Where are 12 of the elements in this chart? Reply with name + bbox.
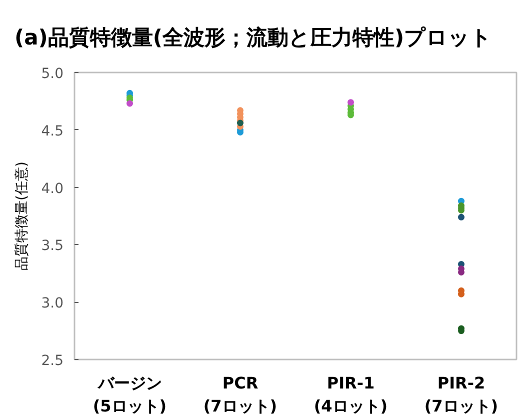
y-tick-label: 3.0 — [41, 296, 64, 312]
x-tick-label: PIR-2 (7ロット) — [424, 374, 498, 416]
y-tick-label: 4.5 — [41, 123, 64, 140]
y-axis-title: 品質特徴量(任意) — [14, 162, 30, 270]
y-tick-label: 2.5 — [41, 353, 64, 369]
y-tick-label: 5.0 — [41, 66, 64, 82]
x-tick-label: バージン (5ロット) — [92, 374, 167, 416]
chart-title: (a)品質特徴量(全波形；流動と圧力特性)プロット — [14, 26, 492, 50]
y-tick-label: 3.5 — [41, 238, 64, 254]
x-tick-label: PIR-1 (4ロット) — [314, 374, 388, 416]
y-tick-label: 4.0 — [41, 180, 64, 197]
x-tick-label: PCR (7ロット) — [203, 374, 278, 416]
